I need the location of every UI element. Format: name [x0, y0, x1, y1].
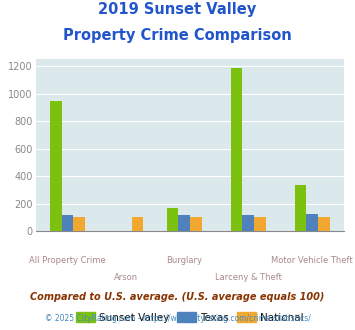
Bar — [318, 217, 330, 231]
Text: Motor Vehicle Theft: Motor Vehicle Theft — [272, 256, 353, 265]
Legend: Sunset Valley, Texas, National: Sunset Valley, Texas, National — [72, 308, 308, 327]
Text: Arson: Arson — [114, 273, 138, 282]
Text: Property Crime Comparison: Property Crime Comparison — [63, 28, 292, 43]
Text: Larceny & Theft: Larceny & Theft — [215, 273, 282, 282]
Bar — [166, 208, 178, 231]
Text: Burglary: Burglary — [166, 256, 202, 265]
Bar — [190, 217, 202, 231]
Bar — [50, 101, 62, 231]
Bar — [73, 217, 85, 231]
Bar — [62, 215, 73, 231]
Text: All Property Crime: All Property Crime — [29, 256, 106, 265]
Bar — [178, 215, 190, 231]
Bar — [231, 68, 242, 231]
Bar — [306, 214, 318, 231]
Bar — [254, 217, 266, 231]
Text: Compared to U.S. average. (U.S. average equals 100): Compared to U.S. average. (U.S. average … — [30, 292, 325, 302]
Bar — [242, 215, 254, 231]
Bar — [295, 185, 306, 231]
Bar — [132, 217, 143, 231]
Text: © 2025 CityRating.com - https://www.cityrating.com/crime-statistics/: © 2025 CityRating.com - https://www.city… — [45, 314, 310, 323]
Text: 2019 Sunset Valley: 2019 Sunset Valley — [98, 2, 257, 16]
